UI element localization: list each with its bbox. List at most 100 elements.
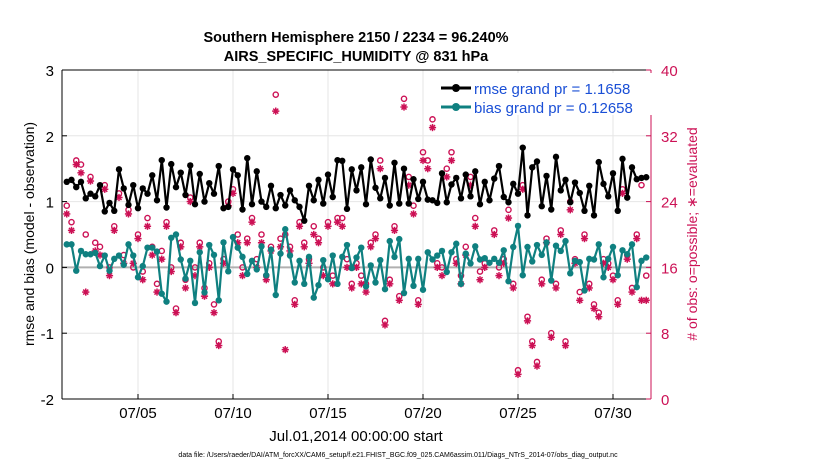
obs-evaluated-marker [595, 313, 603, 321]
rmse-point [614, 207, 621, 215]
obs-possible-marker [258, 231, 265, 238]
obs-possible-marker [376, 157, 384, 164]
rmse-point [248, 201, 256, 208]
obs-evaluated-stroke [320, 272, 327, 279]
legend-rmse-marker [452, 84, 460, 92]
bias-point [134, 274, 142, 281]
bias-point [68, 241, 75, 248]
rmse-point [73, 183, 80, 191]
bias-point [614, 272, 621, 279]
obs-evaluated-stroke [210, 309, 218, 316]
obs-evaluated-stroke [514, 371, 522, 378]
bias-point [111, 255, 118, 263]
y-left-tick-label: 1 [46, 195, 54, 212]
obs-evaluated-stroke [163, 223, 170, 230]
obs-evaluated-stroke [424, 165, 431, 172]
rmse-point [201, 198, 208, 205]
bias-point [491, 255, 498, 263]
bias-point [82, 251, 89, 258]
obs-possible-marker [91, 239, 99, 247]
obs-markers [63, 91, 650, 378]
obs-evaluated-stroke [495, 272, 503, 279]
bias-point [315, 281, 322, 289]
obs-evaluated-stroke [248, 219, 256, 226]
obs-evaluated-marker [82, 288, 90, 296]
rmse-point [125, 201, 132, 209]
obs-evaluated-stroke [263, 276, 270, 283]
bias-point [301, 280, 308, 288]
bias-point [196, 249, 203, 256]
rmse-point [272, 204, 279, 212]
obs-evaluated-stroke [301, 243, 308, 250]
obs-possible-marker [272, 91, 280, 98]
obs-possible-marker [210, 301, 218, 308]
rmse-point [467, 193, 474, 200]
bias-point [396, 235, 403, 243]
obs-evaluated-stroke [472, 223, 479, 230]
rmse-point [282, 202, 289, 209]
obs-evaluated-stroke [111, 227, 118, 234]
obs-possible-marker [144, 214, 151, 222]
rmse-point [524, 212, 531, 219]
rmse-point [548, 206, 555, 213]
obs-evaluated-marker [77, 169, 85, 177]
obs-evaluated-marker [281, 346, 289, 354]
obs-evaluated-marker [623, 255, 631, 263]
bias-point [628, 241, 636, 248]
x-axis-label: Jul.01,2014 00:00:00 start [269, 428, 443, 445]
rmse-point [552, 153, 560, 161]
bias-point [282, 226, 289, 233]
obs-evaluated-stroke [633, 235, 640, 242]
obs-possible-marker [476, 268, 484, 275]
obs-evaluated-marker [490, 230, 498, 239]
obs-evaluated-stroke [505, 214, 512, 222]
obs-evaluated-marker [614, 300, 622, 309]
obs-evaluated-marker [585, 284, 593, 292]
legend-box [437, 73, 653, 115]
bias-point [139, 262, 146, 270]
rmse-point [453, 174, 460, 182]
obs-evaluated-marker [552, 284, 560, 292]
obs-evaluated-stroke [315, 239, 322, 246]
bias-point [258, 243, 265, 250]
obs-evaluated-marker [272, 107, 280, 115]
x-tick-label: 07/10 [214, 405, 252, 422]
obs-evaluated-stroke [638, 297, 645, 304]
obs-evaluated-marker [395, 296, 403, 304]
obs-evaluated-stroke [624, 256, 631, 263]
bias-point [472, 243, 479, 250]
rmse-point [410, 176, 417, 183]
rmse-point [391, 159, 398, 166]
rmse-point [144, 190, 151, 197]
obs-evaluated-marker [381, 321, 389, 329]
obs-evaluated-stroke [576, 297, 583, 304]
rmse-point [196, 170, 203, 178]
y-left-tick-label: 2 [46, 129, 54, 146]
obs-evaluated-marker [348, 284, 356, 292]
bias-point [244, 270, 251, 278]
bias-point [296, 257, 303, 265]
bias-point [419, 286, 427, 293]
obs-evaluated-marker [566, 206, 574, 214]
bias-point [533, 241, 541, 249]
bias-point [239, 253, 246, 261]
obs-evaluated-marker [495, 272, 503, 280]
bias-point [286, 252, 294, 259]
rmse-point [590, 212, 598, 219]
obs-evaluated-stroke [115, 194, 123, 201]
y-right-tick-label: 40 [661, 63, 678, 80]
rmse-point [643, 174, 650, 181]
obs-evaluated-stroke [144, 223, 151, 230]
rmse-point [595, 158, 602, 166]
bias-point [348, 264, 355, 272]
rmse-point [481, 178, 488, 186]
rmse-point [557, 187, 564, 194]
rmse-point [177, 169, 184, 176]
bias-point [339, 253, 346, 261]
bias-point [92, 249, 99, 257]
obs-evaluated-marker [295, 222, 304, 230]
obs-evaluated-stroke [334, 219, 341, 226]
rmse-point [310, 197, 317, 204]
obs-evaluated-marker [115, 193, 123, 202]
bias-point [229, 233, 237, 241]
